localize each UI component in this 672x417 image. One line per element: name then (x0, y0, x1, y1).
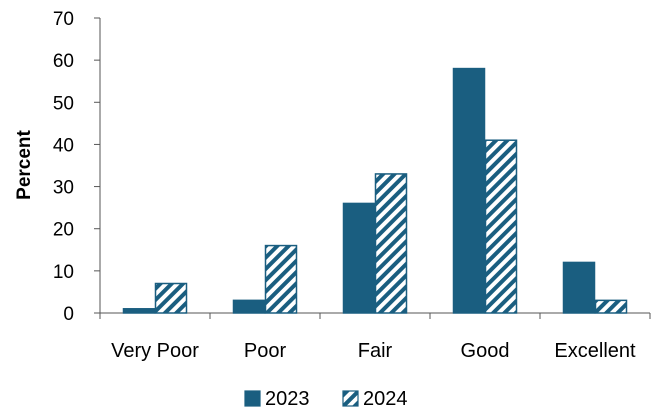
y-tick-label: 30 (53, 178, 74, 199)
legend-swatch-2023 (244, 390, 261, 407)
x-category-label: Good (461, 340, 510, 362)
legend-label-2024: 2024 (363, 388, 408, 410)
x-category-label: Very Poor (111, 340, 199, 362)
bar-2024-fair (374, 173, 408, 314)
y-tick-label: 50 (53, 93, 74, 114)
y-tick-label: 60 (53, 51, 74, 72)
plot-area: 0 10 20 30 40 50 60 70 Very Poor Poor Fair Good Exce… (53, 9, 651, 362)
x-category-label: Fair (358, 340, 393, 362)
legend-label-2023: 2023 (265, 388, 310, 410)
y-tick-label: 40 (53, 135, 74, 156)
y-axis-title: Percent (14, 129, 35, 199)
bar-2024-good (484, 139, 518, 314)
bar-2023-poor (232, 299, 266, 314)
x-category-label: Poor (244, 340, 287, 362)
bar-2024-very-poor (154, 282, 188, 314)
bar-2023-good (452, 67, 486, 314)
y-tick-label: 0 (63, 304, 74, 325)
y-tick-label: 20 (53, 220, 74, 241)
bar-2023-very-poor (122, 308, 156, 314)
x-category-label: Excellent (554, 340, 636, 362)
bar-2024-excellent (594, 299, 628, 314)
legend-swatch-2024 (342, 390, 359, 407)
bar-2023-fair (342, 202, 376, 314)
y-tick-label: 10 (53, 262, 74, 283)
bar-2024-poor (264, 244, 298, 314)
bar-2023-excellent (562, 261, 596, 314)
legend: 2023 2024 (244, 388, 408, 410)
y-tick-label: 70 (53, 9, 74, 30)
